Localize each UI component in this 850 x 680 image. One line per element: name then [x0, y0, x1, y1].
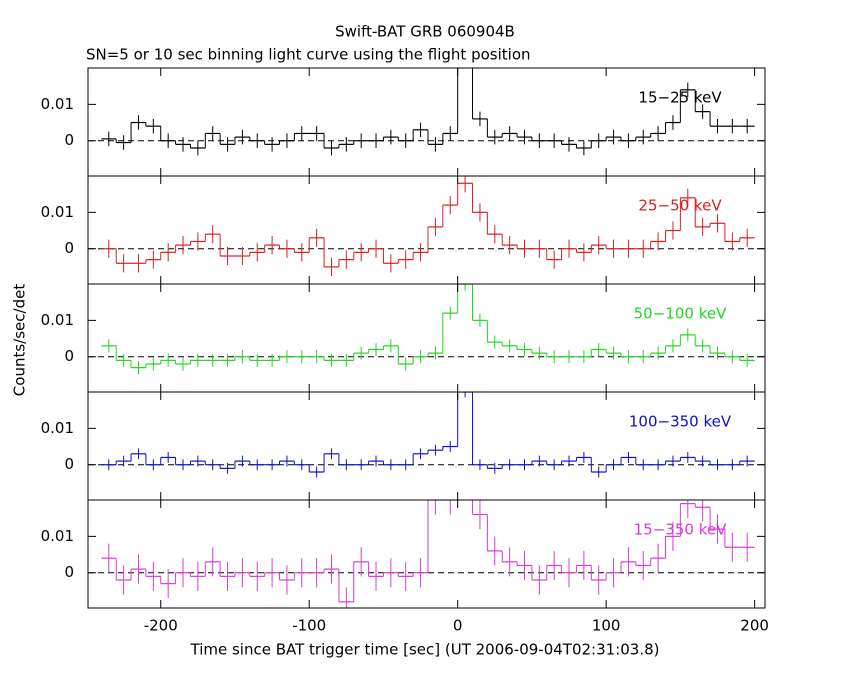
- legend-label: 50−100 keV: [634, 305, 727, 323]
- y-tick-label: 0.01: [41, 95, 74, 113]
- panel-frame: [87, 67, 766, 177]
- y-tick-label: 0: [64, 347, 74, 365]
- y-tick-label: 0: [64, 239, 74, 257]
- chart-title: Swift-BAT GRB 060904B: [335, 23, 515, 41]
- panel: [88, 392, 765, 478]
- panel-frame: [87, 175, 766, 285]
- panel-frame: [87, 391, 766, 501]
- y-tick-label: 0.01: [41, 527, 74, 545]
- x-tick-label: 0: [453, 617, 463, 635]
- legend-label: 15−25 keV: [638, 89, 722, 107]
- panel: [88, 68, 765, 156]
- panel-frame: [87, 283, 766, 393]
- x-tick-label: -200: [144, 617, 178, 635]
- panel: [88, 176, 765, 276]
- panel: [88, 500, 765, 608]
- y-tick-label: 0: [64, 131, 74, 149]
- legend-label: 25−50 keV: [638, 197, 722, 215]
- x-tick-label: 200: [740, 617, 769, 635]
- legend-label: 100−350 keV: [629, 413, 732, 431]
- y-tick-label: 0: [64, 563, 74, 581]
- panel-frame: [87, 499, 766, 609]
- x-tick-label: -100: [292, 617, 326, 635]
- y-tick-label: 0.01: [41, 203, 74, 221]
- legend-label: 15−350 keV: [634, 521, 727, 539]
- x-tick-label: 100: [592, 617, 621, 635]
- y-tick-label: 0: [64, 455, 74, 473]
- panel: [88, 284, 765, 375]
- y-tick-label: 0.01: [41, 311, 74, 329]
- y-axis-label: Counts/sec/det: [11, 284, 29, 397]
- y-tick-label: 0.01: [41, 419, 74, 437]
- chart-subtitle: SN=5 or 10 sec binning light curve using…: [86, 46, 531, 64]
- x-axis-label: Time since BAT trigger time [sec] (UT 20…: [190, 641, 660, 659]
